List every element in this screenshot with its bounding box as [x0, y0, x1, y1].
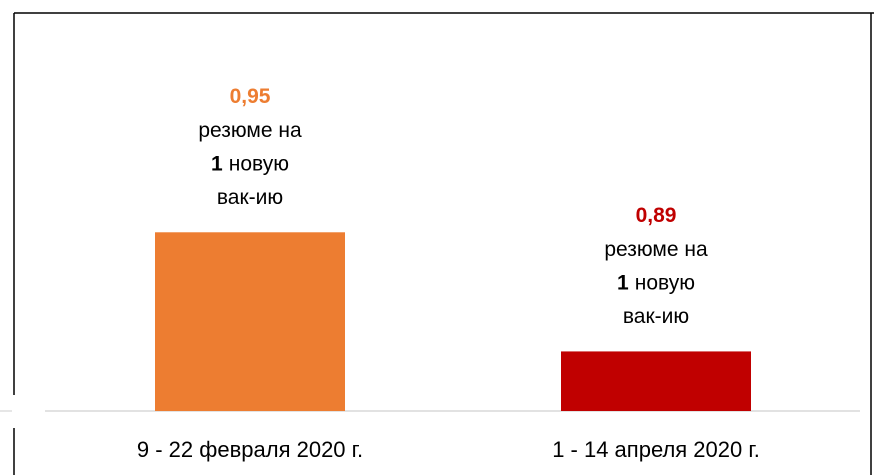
annotation: вак-ию — [623, 305, 689, 328]
annotation: вак-ию — [217, 186, 283, 209]
x-tick-label: 1 - 14 апреля 2020 г. — [552, 437, 760, 462]
annotation: новую — [635, 271, 695, 294]
annotation: резюме на — [198, 119, 302, 142]
x-tick-label: 9 - 22 февраля 2020 г. — [137, 437, 363, 462]
annotation: новую — [229, 152, 289, 175]
value-label: 0,95 — [230, 85, 271, 108]
annotation: резюме на — [604, 238, 708, 261]
annotation: 1 новую — [617, 271, 695, 294]
annotation-count: 1 — [211, 152, 223, 175]
annotation-count: 1 — [617, 271, 629, 294]
annotation: 1 новую — [211, 152, 289, 175]
bar — [155, 232, 345, 411]
bar — [561, 351, 751, 411]
value-label: 0,89 — [636, 204, 677, 227]
